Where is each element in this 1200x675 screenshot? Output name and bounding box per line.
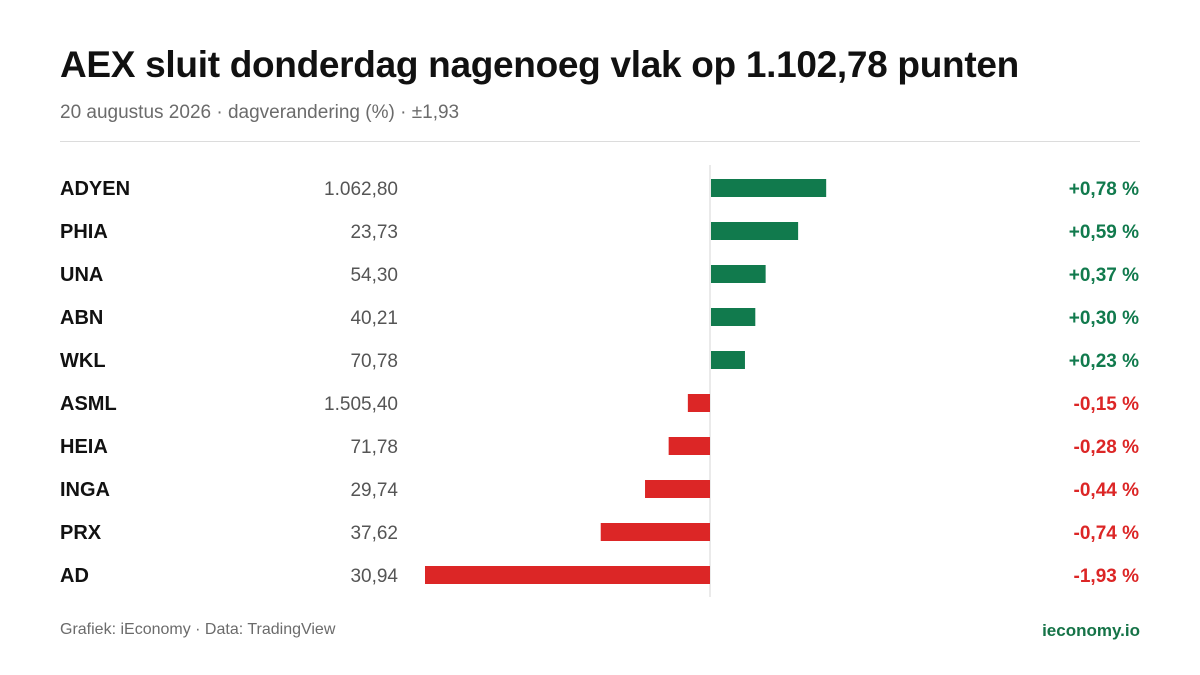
ticker-label-una: UNA [60,264,103,286]
bar-prx [600,523,710,541]
value-label-asml: -0,15 % [1074,394,1140,415]
bar-wkl [711,351,745,369]
value-label-inga: -0,44 % [1074,480,1140,501]
ticker-label-adyen: ADYEN [60,178,130,200]
header-divider [60,141,1140,142]
price-label-abn: 40,21 [350,308,398,329]
price-label-prx: 37,62 [350,523,398,544]
value-label-adyen: +0,78 % [1069,179,1139,200]
ticker-label-phia: PHIA [60,221,108,243]
bar-abn [711,308,756,326]
ticker-label-asml: ASML [60,393,117,415]
bar-asml [687,394,710,412]
ticker-label-prx: PRX [60,522,102,544]
bar-adyen [711,179,827,197]
price-label-heia: 71,78 [350,437,398,458]
bar-inga [645,480,710,498]
ticker-label-abn: ABN [60,307,103,329]
ticker-label-heia: HEIA [60,436,108,458]
value-label-una: +0,37 % [1069,265,1139,286]
bar-heia [668,437,710,455]
price-label-inga: 29,74 [350,480,398,501]
bar-ad [425,566,710,584]
brand-link[interactable]: ieconomy.io [1042,621,1140,640]
value-label-prx: -0,74 % [1074,523,1140,544]
value-label-heia: -0,28 % [1074,437,1140,458]
ticker-label-inga: INGA [60,479,110,501]
price-label-asml: 1.505,40 [324,394,398,415]
price-label-ad: 30,94 [350,566,398,587]
price-label-adyen: 1.062,80 [324,179,398,200]
ticker-label-wkl: WKL [60,350,106,372]
price-label-wkl: 70,78 [350,351,398,372]
price-label-phia: 23,73 [350,222,398,243]
ticker-label-ad: AD [60,565,89,587]
source-note: Grafiek: iEconomy · Data: TradingView [60,621,336,638]
value-label-abn: +0,30 % [1069,308,1139,329]
value-label-phia: +0,59 % [1069,222,1139,243]
value-label-ad: -1,93 % [1074,566,1140,587]
value-label-wkl: +0,23 % [1069,351,1139,372]
bar-phia [711,222,799,240]
bar-una [711,265,766,283]
chart-title: AEX sluit donderdag nagenoeg vlak op 1.1… [60,44,1019,85]
price-label-una: 54,30 [350,265,398,286]
chart-subtitle: 20 augustus 2026 · dagverandering (%) · … [60,102,460,123]
